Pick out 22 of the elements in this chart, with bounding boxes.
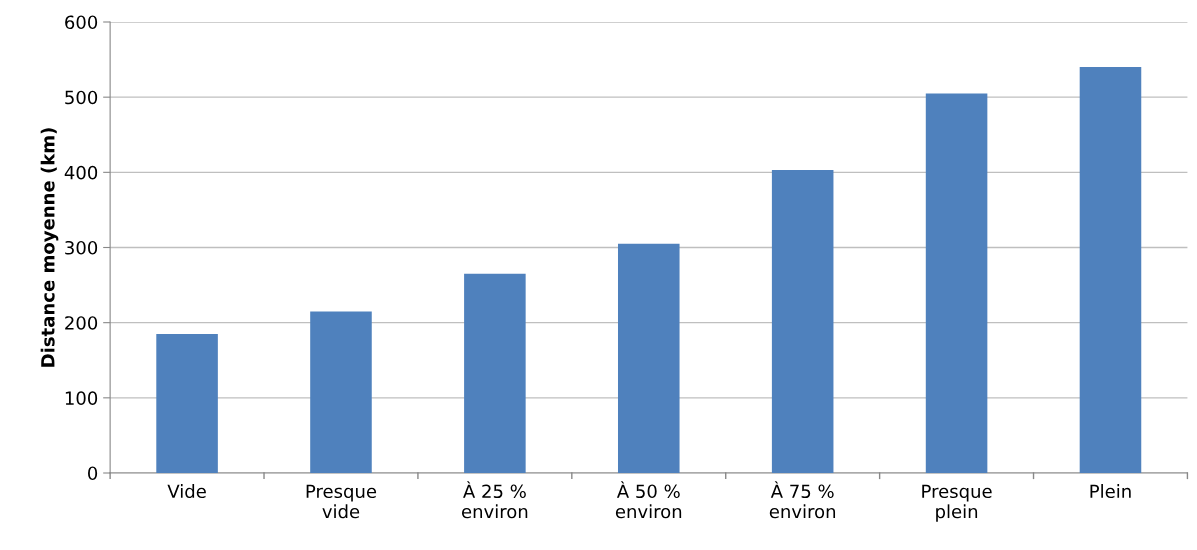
bar xyxy=(310,311,372,473)
y-tick-label: 100 xyxy=(65,391,98,405)
y-tick-label: 400 xyxy=(64,165,98,180)
x-tick-label: À 75 % environ xyxy=(769,481,836,519)
y-tick-label: 600 xyxy=(65,15,98,30)
y-tick-label: 300 xyxy=(65,240,98,255)
y-tick-label: 500 xyxy=(65,90,98,105)
x-tick-label: Presque vide xyxy=(306,484,377,519)
x-tick-label: Presque plein xyxy=(922,484,992,522)
bar xyxy=(771,170,834,473)
x-tick-label: Plein xyxy=(1090,484,1131,499)
x-tick-label: Vide xyxy=(167,484,206,499)
bar xyxy=(617,243,680,473)
bar xyxy=(156,333,218,473)
x-tick-label: À 25 % environ xyxy=(461,481,528,519)
y-axis-title: Distance moyenne (km) xyxy=(40,128,59,367)
bar xyxy=(1079,67,1142,473)
x-tick-label: À 50 % environ xyxy=(615,481,682,519)
bar xyxy=(464,273,526,473)
bar xyxy=(925,93,988,473)
y-tick-label: 200 xyxy=(65,316,98,330)
y-tick-label: 0 xyxy=(88,466,98,481)
